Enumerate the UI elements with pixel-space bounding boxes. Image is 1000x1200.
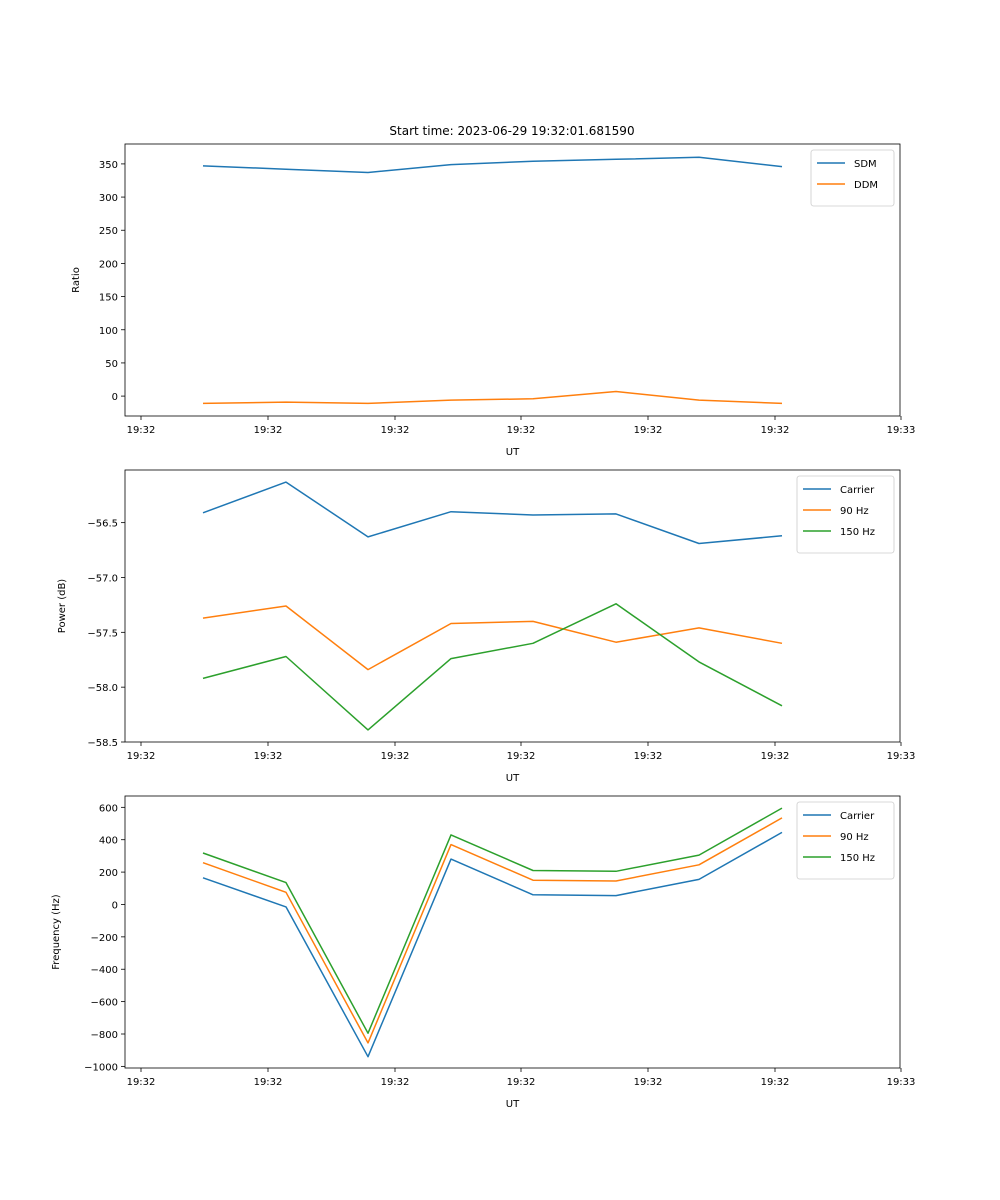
- x-tick-label: 19:32: [381, 751, 410, 762]
- y-tick-label: −56.5: [87, 519, 118, 530]
- chart-panel-3: 19:32 19:32 19:32 19:32 19:32 19:32 19:33 −1000…: [51, 795, 916, 1110]
- x-tick-label: 19:33: [887, 425, 916, 436]
- y-axis-label: Power (dB): [57, 579, 68, 634]
- chart-panel-1: 19:32 19:32 19:32 19:32 19:32 19:32 19:33 0 50 10…: [71, 143, 916, 458]
- x-axis-label: UT: [506, 1099, 520, 1110]
- x-tick-label: 19:32: [507, 425, 536, 436]
- legend: SDM DDM: [810, 149, 895, 207]
- x-tick-label: 19:33: [887, 1077, 916, 1088]
- chart-title: Start time: 2023-06-29 19:32:01.681590: [389, 124, 634, 138]
- y-tick-label: −58.0: [87, 683, 118, 694]
- legend-entry-label: 150 Hz: [840, 853, 875, 864]
- plot-frame: [124, 795, 901, 1069]
- legend-entry-label: SDM: [854, 159, 877, 170]
- y-tick-label: −400: [91, 965, 118, 976]
- legend-entry-label: 90 Hz: [840, 832, 869, 843]
- y-tick-label: 250: [99, 226, 118, 237]
- chart-panel-2: 19:32 19:32 19:32 19:32 19:32 19:32 19:33 −58.5…: [57, 469, 916, 784]
- y-tick-label: 400: [99, 836, 118, 847]
- x-tick-label: 19:32: [507, 751, 536, 762]
- y-tick-label: 300: [99, 193, 118, 204]
- legend-box: [796, 801, 895, 880]
- series-line-carrier: [202, 831, 783, 1058]
- x-tick-label: 19:32: [761, 751, 790, 762]
- y-tick-label: −57.0: [87, 573, 118, 584]
- plot-frame: [124, 469, 901, 743]
- legend-entry-label: DDM: [854, 180, 878, 191]
- legend: Carrier 90 Hz 150 Hz: [796, 475, 895, 554]
- x-tick-label: 19:32: [507, 1077, 536, 1088]
- x-tick-label: 19:32: [634, 751, 663, 762]
- x-tick-label: 19:32: [634, 1077, 663, 1088]
- x-tick-label: 19:32: [761, 1077, 790, 1088]
- y-tick-label: −58.5: [87, 738, 118, 749]
- y-tick-label: −600: [91, 998, 118, 1009]
- x-tick-label: 19:32: [127, 1077, 156, 1088]
- legend-entry-label: 150 Hz: [840, 527, 875, 538]
- y-tick-label: −200: [91, 933, 118, 944]
- legend-box: [796, 475, 895, 554]
- plot-frame: [124, 143, 901, 417]
- y-tick-label: 100: [99, 326, 118, 337]
- series-line-90-hz: [202, 605, 783, 671]
- series-line-carrier: [202, 481, 783, 545]
- y-tick-label: 0: [112, 900, 118, 911]
- y-tick-label: −57.5: [87, 628, 118, 639]
- x-tick-label: 19:32: [254, 751, 283, 762]
- x-tick-label: 19:33: [887, 751, 916, 762]
- x-tick-label: 19:32: [254, 1077, 283, 1088]
- y-tick-label: 150: [99, 293, 118, 304]
- x-tick-label: 19:32: [381, 1077, 410, 1088]
- y-axis-label: Ratio: [71, 267, 82, 293]
- legend-entry-label: 90 Hz: [840, 506, 869, 517]
- x-tick-label: 19:32: [381, 425, 410, 436]
- y-tick-label: 600: [99, 803, 118, 814]
- y-tick-label: 200: [99, 868, 118, 879]
- series-line-150-hz: [202, 807, 783, 1034]
- legend-entry-label: Carrier: [840, 811, 875, 822]
- x-tick-label: 19:32: [634, 425, 663, 436]
- series-line-ddm: [202, 390, 783, 405]
- y-tick-label: −800: [91, 1030, 118, 1041]
- y-tick-label: 350: [99, 160, 118, 171]
- x-tick-label: 19:32: [127, 425, 156, 436]
- y-tick-label: 0: [112, 392, 118, 403]
- y-tick-label: 50: [105, 359, 118, 370]
- legend-box: [810, 149, 895, 207]
- x-tick-label: 19:32: [254, 425, 283, 436]
- legend: Carrier 90 Hz 150 Hz: [796, 801, 895, 880]
- chart-panels: 19:32 19:32 19:32 19:32 19:32 19:32 19:33 0 50 10…: [51, 143, 916, 1110]
- series-line-sdm: [202, 156, 783, 174]
- x-tick-label: 19:32: [127, 751, 156, 762]
- y-tick-label: 200: [99, 259, 118, 270]
- series-line-150-hz: [202, 603, 783, 731]
- x-axis-label: UT: [506, 773, 520, 784]
- legend-entry-label: Carrier: [840, 485, 875, 496]
- x-axis-label: UT: [506, 447, 520, 458]
- series-line-90-hz: [202, 817, 783, 1044]
- y-tick-label: −1000: [84, 1062, 118, 1073]
- x-tick-label: 19:32: [761, 425, 790, 436]
- y-axis-label: Frequency (Hz): [51, 894, 62, 970]
